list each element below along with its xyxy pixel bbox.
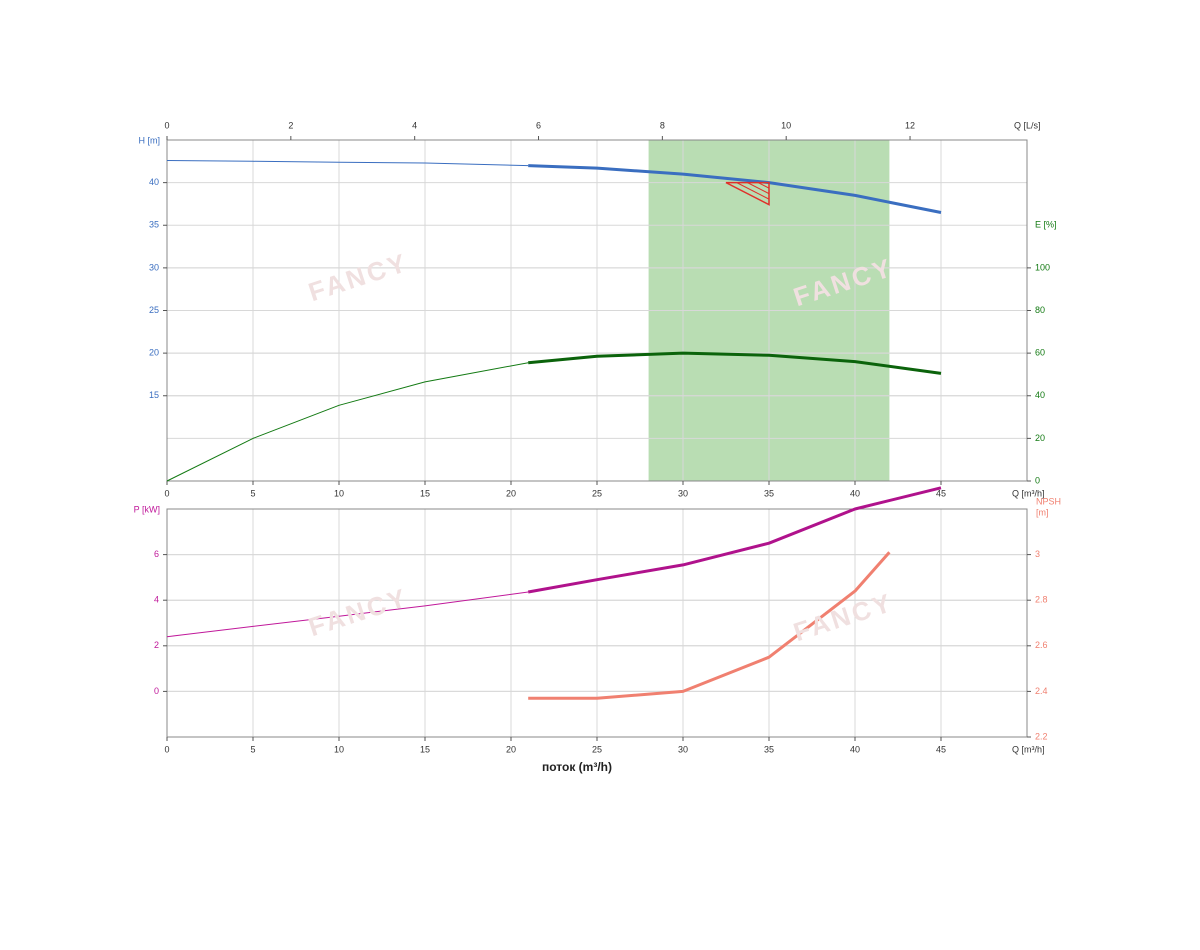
y2-tick-label: 3: [1035, 549, 1040, 559]
x2-tick-label: 12: [905, 120, 915, 130]
x-tick-label: 10: [334, 744, 344, 754]
x-tick-label: 25: [592, 744, 602, 754]
x-tick-label: 40: [850, 488, 860, 498]
x-tick-label: 40: [850, 744, 860, 754]
x2-tick-label: 10: [781, 120, 791, 130]
hatch: [747, 182, 770, 195]
y-tick-label: 0: [154, 686, 159, 696]
y-tick-label: 4: [154, 595, 159, 605]
curve: [528, 551, 891, 700]
curve: [166, 591, 529, 638]
y-axis-label: H [m]: [139, 135, 161, 145]
x-tick-label: 35: [764, 744, 774, 754]
y-tick-label: 25: [149, 305, 159, 315]
y2-tick-label: 2.2: [1035, 731, 1048, 741]
x-tick-label: 35: [764, 488, 774, 498]
y2-tick-label: 40: [1035, 390, 1045, 400]
hatch: [736, 182, 770, 200]
y2-tick-label: 2.8: [1035, 595, 1048, 605]
x2-tick-label: 2: [288, 120, 293, 130]
y2-tick-label: 100: [1035, 262, 1050, 272]
y-axis-label: P [kW]: [134, 504, 160, 514]
y2-tick-label: 20: [1035, 433, 1045, 443]
x2-tick-label: 6: [536, 120, 541, 130]
x-tick-label: 5: [250, 744, 255, 754]
y-tick-label: 40: [149, 177, 159, 187]
y2-tick-label: 2.6: [1035, 640, 1048, 650]
y2-axis-label: NPSH: [1036, 496, 1061, 506]
y2-tick-label: 0: [1035, 475, 1040, 485]
y-tick-label: 20: [149, 348, 159, 358]
y2-tick-label: 60: [1035, 348, 1045, 358]
y-tick-label: 30: [149, 262, 159, 272]
x-tick-label: 30: [678, 488, 688, 498]
y2-tick-label: 2.4: [1035, 686, 1048, 696]
x-tick-label: 20: [506, 488, 516, 498]
y2-axis-label: [m]: [1036, 507, 1049, 517]
curve: [166, 362, 529, 482]
curve: [527, 486, 942, 594]
x-tick-label: 20: [506, 744, 516, 754]
y-tick-label: 15: [149, 390, 159, 400]
x-tick-label: 15: [420, 744, 430, 754]
x-tick-label: 0: [164, 488, 169, 498]
watermark: FANCY: [790, 587, 897, 647]
watermark: FANCY: [305, 247, 412, 307]
x-tick-label: 45: [936, 744, 946, 754]
x2-tick-label: 8: [660, 120, 665, 130]
x-axis-title: поток (m³/h): [542, 760, 612, 774]
x-tick-label: 25: [592, 488, 602, 498]
y-tick-label: 6: [154, 549, 159, 559]
curve: [528, 164, 942, 214]
y-tick-label: 35: [149, 220, 159, 230]
x-axis-label: Q [m³/h]: [1012, 488, 1045, 498]
watermark: FANCY: [305, 582, 412, 642]
y-tick-label: 2: [154, 640, 159, 650]
hatch: [758, 182, 770, 189]
curve: [528, 351, 942, 375]
x-tick-label: 0: [164, 744, 169, 754]
x-tick-label: 15: [420, 488, 430, 498]
duty-point: [725, 181, 770, 206]
x2-tick-label: 0: [164, 120, 169, 130]
x-tick-label: 5: [250, 488, 255, 498]
curve: [166, 160, 529, 167]
x2-axis-label: Q [L/s]: [1014, 120, 1041, 130]
x-tick-label: 10: [334, 488, 344, 498]
y2-axis-label: E [%]: [1035, 219, 1057, 229]
x-tick-label: 30: [678, 744, 688, 754]
y2-tick-label: 80: [1035, 305, 1045, 315]
x-tick-label: 45: [936, 488, 946, 498]
x2-tick-label: 4: [412, 120, 417, 130]
x-axis-label: Q [m³/h]: [1012, 744, 1045, 754]
